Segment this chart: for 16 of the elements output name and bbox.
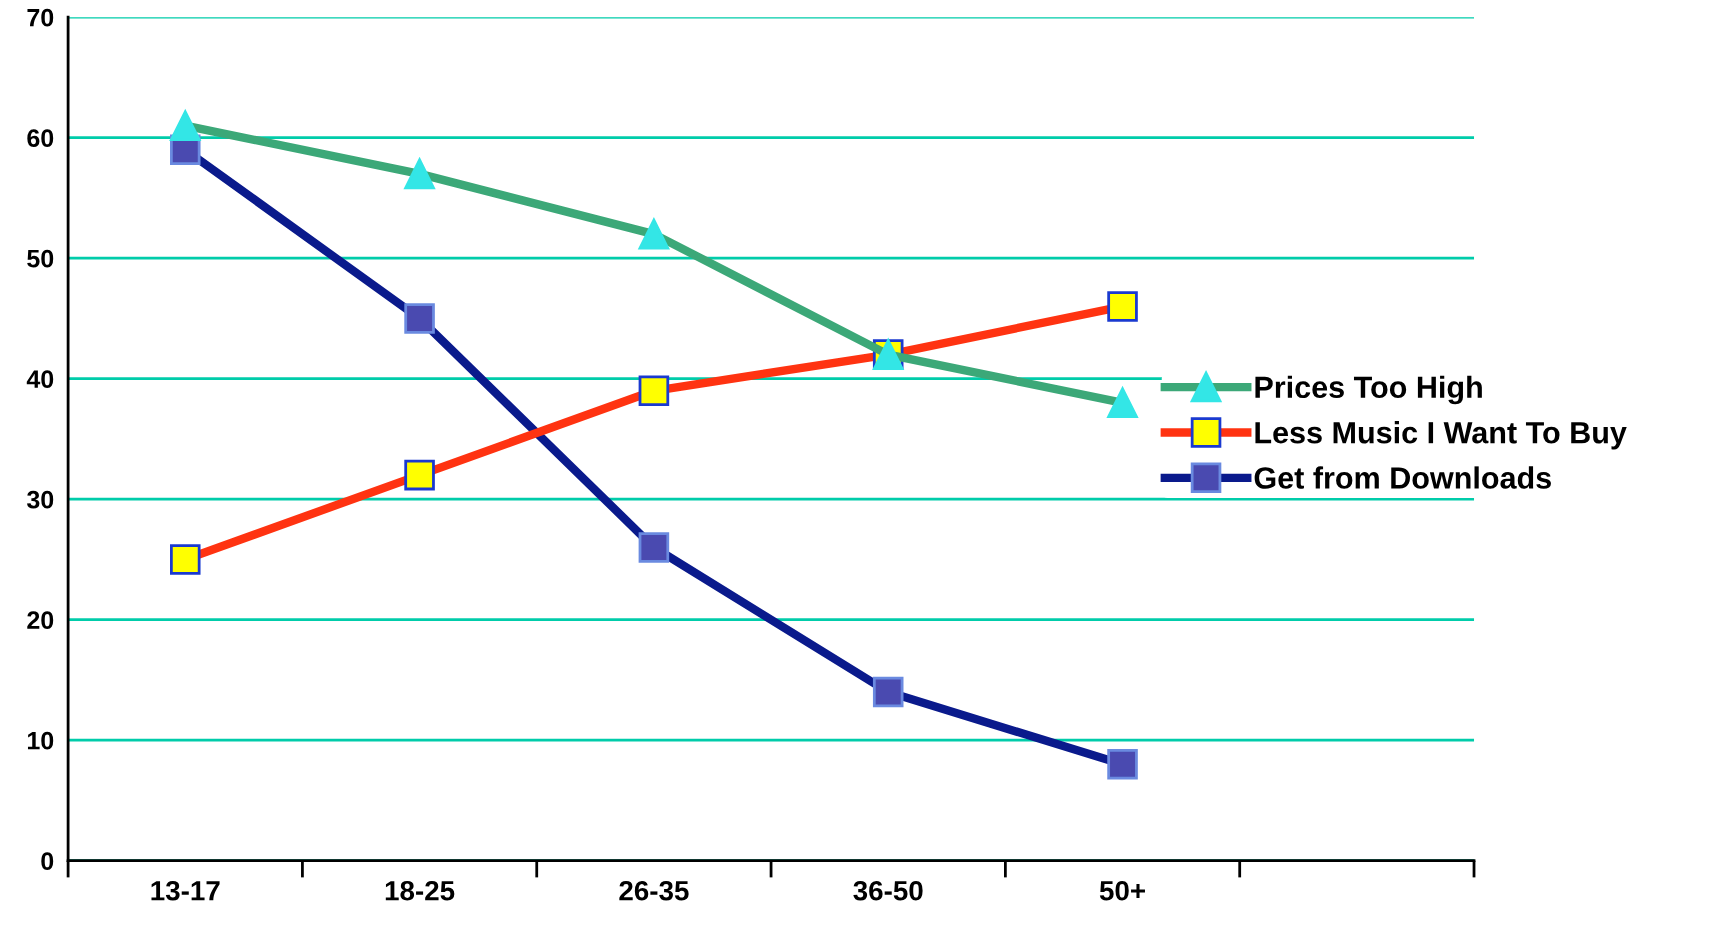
y-tick-label: 20 (27, 611, 54, 630)
x-tick-label: 13-17 (151, 880, 220, 901)
x-tick-label: 18-25 (385, 880, 455, 901)
y-tick-label: 30 (26, 490, 54, 509)
legend-label: Less Music I Want To Buy (1255, 421, 1627, 450)
y-tick-label: 50 (27, 249, 54, 268)
x-tick-label: 26-35 (619, 880, 689, 901)
y-tick-label: 0 (41, 852, 54, 871)
y-tick-label: 60 (27, 129, 54, 148)
legend-label: Prices Too High (1255, 375, 1482, 405)
legend-label: Get from Downloads (1254, 466, 1551, 489)
x-tick-label: 36-50 (853, 880, 923, 901)
y-tick-label: 70 (27, 8, 54, 27)
x-tick-label: 50+ (1099, 880, 1145, 901)
y-tick-label: 10 (27, 731, 54, 750)
y-tick-label: 40 (26, 370, 54, 389)
